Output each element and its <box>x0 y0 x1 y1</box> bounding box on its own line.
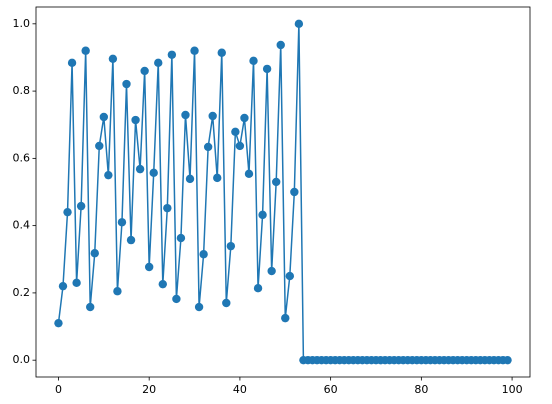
y-tick-label: 0.0 <box>13 353 31 366</box>
data-point <box>67 58 77 68</box>
data-point <box>262 64 272 74</box>
data-point <box>276 40 285 50</box>
data-point <box>172 294 181 304</box>
data-point <box>108 54 118 63</box>
data-point <box>217 48 226 57</box>
data-point <box>54 318 63 328</box>
plot-frame <box>35 6 531 378</box>
data-point <box>258 210 267 220</box>
data-point <box>154 58 163 68</box>
data-point <box>117 218 127 227</box>
data-point <box>95 141 104 151</box>
x-tick-label: 80 <box>414 383 428 396</box>
data-point <box>240 113 249 123</box>
data-point <box>144 262 154 272</box>
y-tick-label: 0.6 <box>13 151 31 164</box>
data-point <box>149 168 158 178</box>
data-point <box>126 235 136 245</box>
data-point <box>90 249 99 258</box>
data-point <box>244 169 254 179</box>
data-point <box>140 66 149 76</box>
data-point <box>503 355 512 365</box>
data-point <box>63 207 72 217</box>
x-tick-label: 40 <box>233 383 247 396</box>
y-tick-label: 0.8 <box>13 84 31 97</box>
data-point <box>249 56 258 66</box>
x-tick-label: 100 <box>502 383 523 396</box>
data-point <box>194 302 204 312</box>
data-point <box>190 46 199 55</box>
data-point <box>167 50 177 59</box>
y-tick-label: 1.0 <box>13 17 31 30</box>
data-point <box>58 281 68 291</box>
data-point <box>285 271 295 281</box>
data-point <box>72 278 81 288</box>
data-point <box>231 127 240 136</box>
data-point <box>208 111 217 121</box>
data-point <box>281 313 290 323</box>
data-point <box>235 141 245 151</box>
data-point <box>203 142 213 152</box>
y-tick-label: 0.2 <box>13 286 31 299</box>
data-point <box>158 279 167 289</box>
data-point <box>181 110 190 120</box>
y-tick-label: 0.4 <box>13 219 31 232</box>
data-line <box>57 23 508 361</box>
data-point <box>213 173 222 183</box>
data-point <box>222 298 231 308</box>
data-point <box>267 266 276 276</box>
data-point <box>131 115 140 125</box>
data-point <box>163 203 172 213</box>
data-point <box>122 79 131 89</box>
data-point <box>113 287 122 296</box>
data-point <box>104 170 113 180</box>
x-tick-label: 60 <box>324 383 338 396</box>
data-point <box>199 250 208 259</box>
data-point <box>294 19 304 29</box>
data-point <box>99 112 109 122</box>
data-point <box>290 187 299 197</box>
data-point <box>86 302 95 312</box>
data-point <box>135 164 145 174</box>
x-tick-label: 0 <box>55 383 62 396</box>
data-point <box>81 46 90 55</box>
data-point <box>76 201 86 211</box>
data-point <box>176 233 186 243</box>
data-point <box>226 241 236 251</box>
data-point <box>185 174 195 184</box>
data-point <box>271 177 281 187</box>
data-point <box>253 284 263 293</box>
x-tick-label: 20 <box>142 383 156 396</box>
